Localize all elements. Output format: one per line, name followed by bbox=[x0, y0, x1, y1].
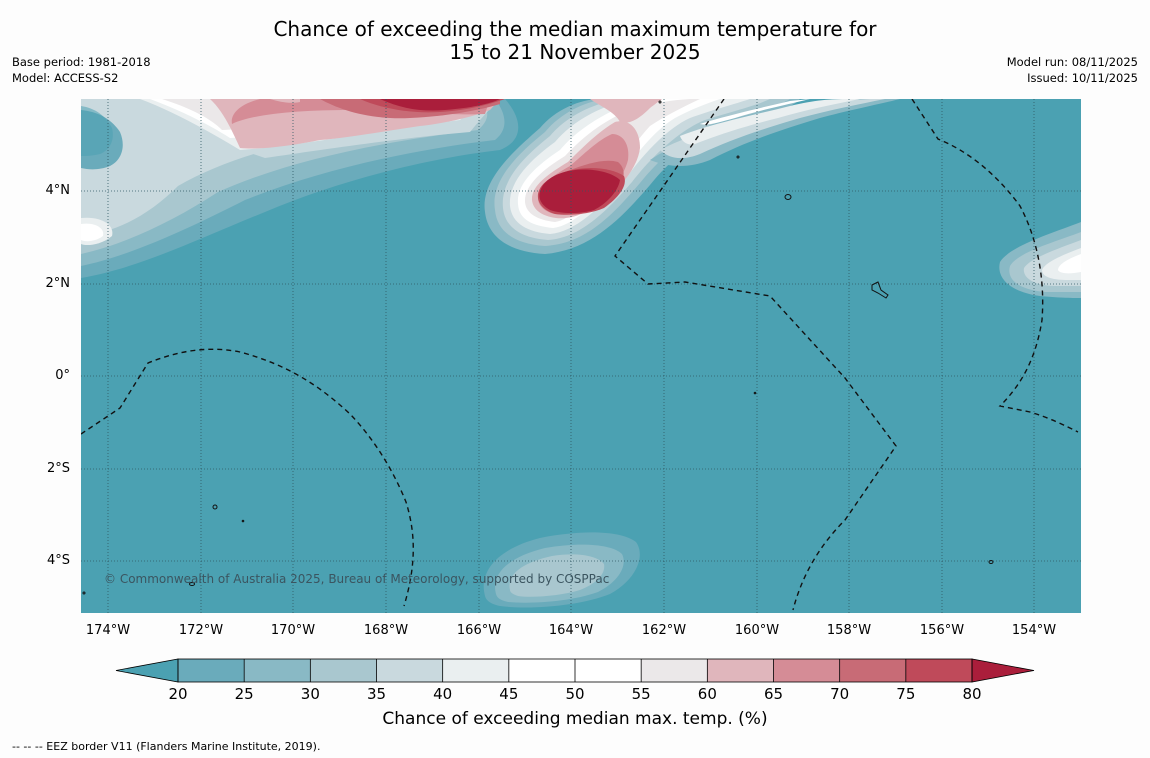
lon-label-168w: 168°W bbox=[363, 623, 409, 638]
lon-label-156w: 156°W bbox=[919, 623, 965, 638]
islands bbox=[82, 100, 994, 595]
colorbar-tick-label: 75 bbox=[896, 685, 916, 703]
colorbar-tick-label: 35 bbox=[366, 685, 387, 703]
lon-label-170w: 170°W bbox=[270, 623, 316, 638]
copyright-notice: © Commonwealth of Australia 2025, Bureau… bbox=[104, 572, 610, 586]
title-line-1: Chance of exceeding the median maximum t… bbox=[273, 17, 877, 41]
colorbar-segment bbox=[839, 659, 907, 682]
colorbar bbox=[115, 658, 1035, 683]
lon-label-172w: 172°W bbox=[178, 623, 224, 638]
colorbar-segment bbox=[442, 659, 510, 682]
lat-label-0: 0° bbox=[55, 368, 70, 383]
lon-label-164w: 164°W bbox=[548, 623, 594, 638]
lon-label-154w: 154°W bbox=[1011, 623, 1057, 638]
lon-label-166w: 166°W bbox=[456, 623, 502, 638]
colorbar-tick-label: 80 bbox=[962, 685, 982, 703]
colorbar-segment bbox=[376, 659, 444, 682]
lat-label-2n: 2°N bbox=[45, 276, 71, 291]
colorbar-segment bbox=[641, 659, 708, 682]
colorbar-tick-label: 70 bbox=[830, 685, 850, 703]
colorbar-tick-label: 40 bbox=[433, 685, 453, 703]
central-warm-anomaly bbox=[484, 99, 800, 254]
model-name: Model: ACCESS-S2 bbox=[12, 71, 119, 85]
map-title: Chance of exceeding the median maximum t… bbox=[0, 18, 1150, 64]
lon-label-174w: 174°W bbox=[85, 623, 131, 638]
colorbar-tick-label: 50 bbox=[565, 685, 585, 703]
meta-left: Base period: 1981-2018 Model: ACCESS-S2 bbox=[12, 54, 151, 86]
lon-label-162w: 162°W bbox=[641, 623, 687, 638]
colorbar-segment bbox=[178, 659, 245, 682]
colorbar-tick-label: 45 bbox=[499, 685, 519, 703]
colorbar-segment bbox=[310, 659, 377, 682]
lat-label-2s: 2°S bbox=[46, 461, 70, 476]
east-anomaly-band bbox=[999, 222, 1081, 298]
colorbar-tick-label: 30 bbox=[300, 685, 320, 703]
colorbar-segment bbox=[905, 659, 973, 682]
map-area bbox=[81, 99, 1081, 613]
lat-label-4s: 4°S bbox=[46, 553, 70, 568]
colorbar-tick-label: 20 bbox=[168, 685, 188, 703]
colorbar-tick-label: 55 bbox=[631, 685, 651, 703]
colorbar-segment bbox=[244, 659, 311, 682]
issued-date: Issued: 10/11/2025 bbox=[1027, 71, 1138, 85]
colorbar-label: Chance of exceeding median max. temp. (%… bbox=[382, 709, 768, 729]
colorbar-tick-label: 60 bbox=[697, 685, 717, 703]
colorbar-border bbox=[177, 658, 973, 683]
eez-footnote: -- -- -- EEZ border V11 (Flanders Marine… bbox=[12, 740, 321, 753]
lon-label-160w: 160°W bbox=[734, 623, 780, 638]
colorbar-tick-label: 65 bbox=[763, 685, 784, 703]
colorbar-under-arrow bbox=[115, 658, 179, 683]
title-line-2: 15 to 21 November 2025 bbox=[449, 40, 701, 64]
colorbar-tick-label: 25 bbox=[234, 685, 254, 703]
colorbar-segment bbox=[773, 659, 841, 682]
colorbar-segment bbox=[508, 659, 576, 682]
colorbar-segment bbox=[707, 659, 774, 682]
colorbar-over-arrow bbox=[971, 658, 1035, 683]
colorbar-segment bbox=[575, 659, 642, 682]
south-anomaly-patch bbox=[483, 532, 640, 608]
base-period: Base period: 1981-2018 bbox=[12, 55, 151, 69]
lon-label-158w: 158°W bbox=[826, 623, 872, 638]
model-run: Model run: 08/11/2025 bbox=[1006, 55, 1138, 69]
meta-right: Model run: 08/11/2025 Issued: 10/11/2025 bbox=[1007, 54, 1138, 86]
north-warm-anomaly bbox=[120, 99, 505, 158]
eez-borders bbox=[81, 99, 1079, 611]
lat-label-4n: 4°N bbox=[45, 183, 71, 198]
northeast-light-band bbox=[650, 99, 900, 166]
